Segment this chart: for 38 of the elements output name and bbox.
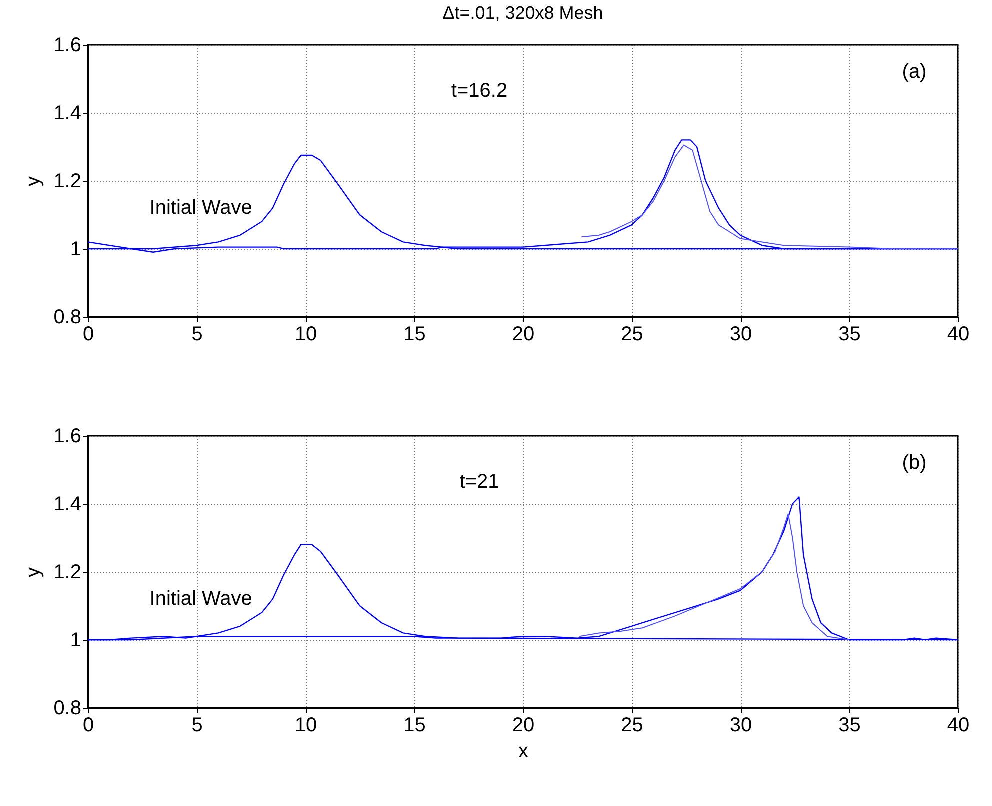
annotation: t=16.2	[451, 80, 508, 102]
annotation: Initial Wave	[150, 197, 252, 220]
x-tick-label: 25	[621, 324, 644, 346]
x-tick-label: 30	[730, 324, 752, 346]
x-tick-label: 40	[947, 714, 970, 736]
x-tick-label: 5	[192, 714, 203, 736]
x-tick-label: 20	[512, 324, 535, 346]
y-tick-label: 1.4	[54, 102, 82, 124]
y-axis-title: y	[22, 176, 45, 186]
x-tick-label: 0	[82, 714, 94, 736]
y-tick-label: 1.2	[54, 562, 82, 584]
x-axis-title: x	[518, 740, 528, 762]
y-axis-title: y	[22, 568, 45, 578]
y-tick-label: 1.4	[54, 494, 82, 516]
y-tick-label: 1	[70, 238, 82, 260]
y-tick-label: 0.8	[54, 698, 82, 720]
x-tick-label: 0	[82, 324, 94, 346]
x-tick-label: 35	[838, 324, 861, 346]
chart-title: Δt=.01, 320x8 Mesh	[442, 3, 604, 23]
x-tick-label: 40	[947, 324, 970, 346]
x-tick-label: 10	[294, 324, 318, 346]
x-tick-label: 5	[192, 324, 203, 346]
annotation: t=21	[460, 471, 500, 494]
x-tick-label: 20	[512, 714, 535, 736]
x-tick-label: 15	[404, 324, 426, 346]
y-tick-label: 1.6	[54, 34, 82, 56]
y-tick-label: 0.8	[54, 306, 82, 328]
x-tick-label: 10	[294, 714, 318, 736]
annotation: (b)	[902, 452, 927, 474]
x-tick-label: 25	[621, 714, 644, 736]
x-tick-label: 15	[404, 714, 426, 736]
x-tick-label: 35	[838, 714, 861, 736]
annotation: Initial Wave	[150, 588, 252, 610]
y-tick-label: 1.6	[54, 426, 82, 448]
y-tick-label: 1	[70, 630, 82, 652]
annotation: (a)	[902, 61, 927, 84]
x-tick-label: 30	[730, 714, 752, 736]
y-tick-label: 1.2	[54, 170, 82, 192]
